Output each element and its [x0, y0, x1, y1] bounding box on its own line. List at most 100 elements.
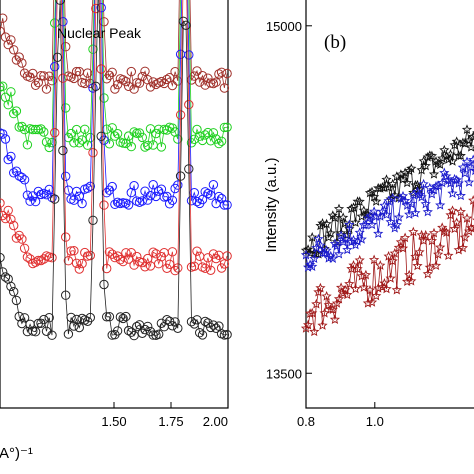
panel-b-data-point — [420, 198, 431, 209]
panel-a-x-tick-label: 1.75 — [158, 414, 183, 429]
panel-b-data-point — [309, 253, 320, 264]
panel-b-data-point — [435, 242, 446, 252]
panel-b-label: (b) — [324, 32, 346, 53]
panel-a-data-point — [85, 312, 96, 323]
panel-a-data-point — [17, 172, 27, 183]
panel-a-data-point — [30, 124, 41, 135]
panel-a-data-point — [154, 329, 164, 339]
panel-b-data-point — [449, 223, 460, 234]
panel-a-data-point — [6, 281, 16, 292]
panel-b-data-point — [342, 244, 353, 255]
panel-b-data-point — [443, 154, 454, 164]
panel-a-series-line — [0, 0, 228, 91]
panel-a-data — [0, 0, 232, 341]
panel-a-data-point — [88, 148, 98, 158]
panel-a-data-point — [63, 329, 74, 339]
panel-b-data-point — [354, 227, 365, 238]
panel-a-data-point — [219, 83, 230, 93]
panel-a-data-point — [222, 122, 232, 133]
panel-b-data-point — [441, 170, 452, 181]
panel-b-data-point — [315, 282, 326, 293]
panel-b-data-point — [443, 175, 454, 185]
panel-b-data-point — [373, 283, 384, 293]
panel-a-data-point — [104, 247, 115, 257]
panel-b-data-point — [443, 250, 454, 261]
panel-b-data-point — [321, 290, 332, 301]
panel-a-data-point — [39, 71, 49, 81]
panel-b-data-point — [375, 211, 386, 221]
panel-b-data-point — [367, 219, 378, 230]
panel-b-data-point — [368, 254, 380, 265]
panel-a-data-point — [11, 106, 22, 116]
panel-a-data-point — [214, 191, 224, 202]
panel-a-data-point — [3, 205, 13, 216]
panel-b-data-point — [311, 242, 322, 253]
panel-a-data-point — [112, 79, 123, 90]
panel-a-data-point — [126, 327, 137, 337]
panel-b-data-point — [424, 182, 435, 193]
panel-b-data-point — [333, 203, 345, 214]
panel-a-data-point — [0, 128, 5, 138]
panel-b-data-point — [327, 304, 338, 314]
panel-a-data-point — [22, 140, 33, 150]
panel-a-data-point — [121, 198, 131, 209]
panel-a-data-point — [6, 87, 16, 97]
panel-a-data-point — [50, 61, 60, 72]
panel-b-data-point — [375, 260, 386, 270]
panel-a-data-point — [219, 122, 230, 133]
panel-a-data-point — [148, 247, 158, 257]
panel-b-data-point — [430, 260, 442, 271]
panel-a-data-point — [123, 254, 134, 264]
panel-a-data-point — [3, 154, 13, 165]
panel-a-data-point — [211, 134, 221, 144]
panel-a-data-point — [118, 75, 128, 85]
panel-b-data-point — [399, 195, 411, 206]
panel-a-data-point — [200, 316, 210, 327]
panel-b-data-point — [455, 190, 466, 201]
panel-b-data-point — [441, 227, 452, 237]
panel-a-data-point — [30, 80, 41, 91]
panel-a-data-point — [71, 66, 82, 77]
panel-b-data-point — [327, 210, 338, 220]
panel-a-data-point — [36, 255, 46, 266]
panel-b-data-point — [463, 177, 474, 187]
panel-b-data-point — [358, 282, 369, 292]
panel-b-data-point — [465, 222, 474, 233]
panel-b-data-point — [424, 262, 435, 272]
panel-a-data-point — [47, 330, 57, 340]
panel-b-data-point — [338, 287, 349, 298]
panel-b-data-point — [426, 150, 438, 161]
panel-b-data-point — [356, 234, 367, 244]
panel-b: 0.8 1.0 15000 13500 (b) Intensity (a.u.) — [263, 0, 474, 429]
panel-b-data-point — [414, 246, 425, 257]
panel-a-data-point — [82, 68, 93, 78]
panel-b-data-point — [385, 216, 396, 227]
panel-a-annotation: Nuclear Peak — [57, 25, 142, 41]
panel-b-x-tick-label: 1.0 — [366, 414, 384, 429]
panel-a-data-point — [58, 145, 68, 156]
panel-a-data-point — [132, 321, 142, 332]
panel-a-data-point — [203, 127, 213, 138]
panel-a-data-point — [126, 141, 137, 152]
panel-a-data-point — [123, 325, 134, 336]
panel-a-data-point — [143, 140, 153, 151]
panel-a-data-point — [148, 180, 158, 190]
panel-a-data-point — [137, 132, 148, 143]
panel-b-data-point — [381, 209, 392, 220]
panel-a-data-point — [14, 311, 24, 322]
panel-a-data-point — [129, 260, 139, 270]
panel-b-data-point — [447, 205, 458, 216]
panel-a-data-point — [99, 93, 109, 103]
panel-a-series-1 — [0, 0, 232, 153]
panel-b-data-point — [410, 207, 421, 218]
panel-a-data-point — [173, 134, 183, 144]
panel-b-data-point — [404, 269, 415, 280]
panel-a-data-point — [0, 252, 5, 263]
panel-b-data-point — [323, 299, 334, 310]
panel-a-data-point — [222, 68, 232, 79]
panel-a-data-point — [6, 214, 16, 225]
panel-b-data-point — [300, 323, 312, 333]
panel-b-data-point — [344, 223, 355, 234]
panel-b-series-0 — [300, 124, 474, 259]
panel-a-data-point — [71, 258, 82, 268]
